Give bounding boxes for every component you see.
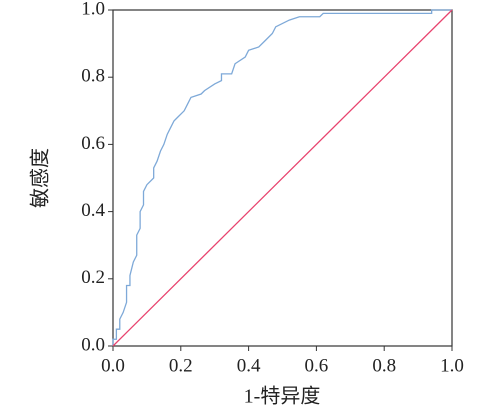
x-tick-label: 0.0 <box>101 355 125 376</box>
y-tick-label: 0.0 <box>81 334 105 355</box>
y-tick-label: 0.4 <box>81 200 105 221</box>
line <box>112 9 453 347</box>
x-tick-label: 0.6 <box>305 355 329 376</box>
x-tick-label: 0.2 <box>169 355 193 376</box>
plot-frame <box>112 9 453 347</box>
x-tick-label: 1.0 <box>440 355 464 376</box>
line <box>112 9 452 346</box>
y-axis-title: 敏感度 <box>29 148 52 208</box>
y-tick-label: 1.0 <box>81 0 105 19</box>
y-tick-label: 0.6 <box>81 133 105 154</box>
y-tick-label: 0.2 <box>81 267 105 288</box>
y-tick-label: 0.8 <box>81 66 105 87</box>
x-tick-label: 0.8 <box>372 355 396 376</box>
x-tick-label: 0.4 <box>237 355 261 376</box>
x-axis-title: 1-特异度 <box>244 385 321 408</box>
